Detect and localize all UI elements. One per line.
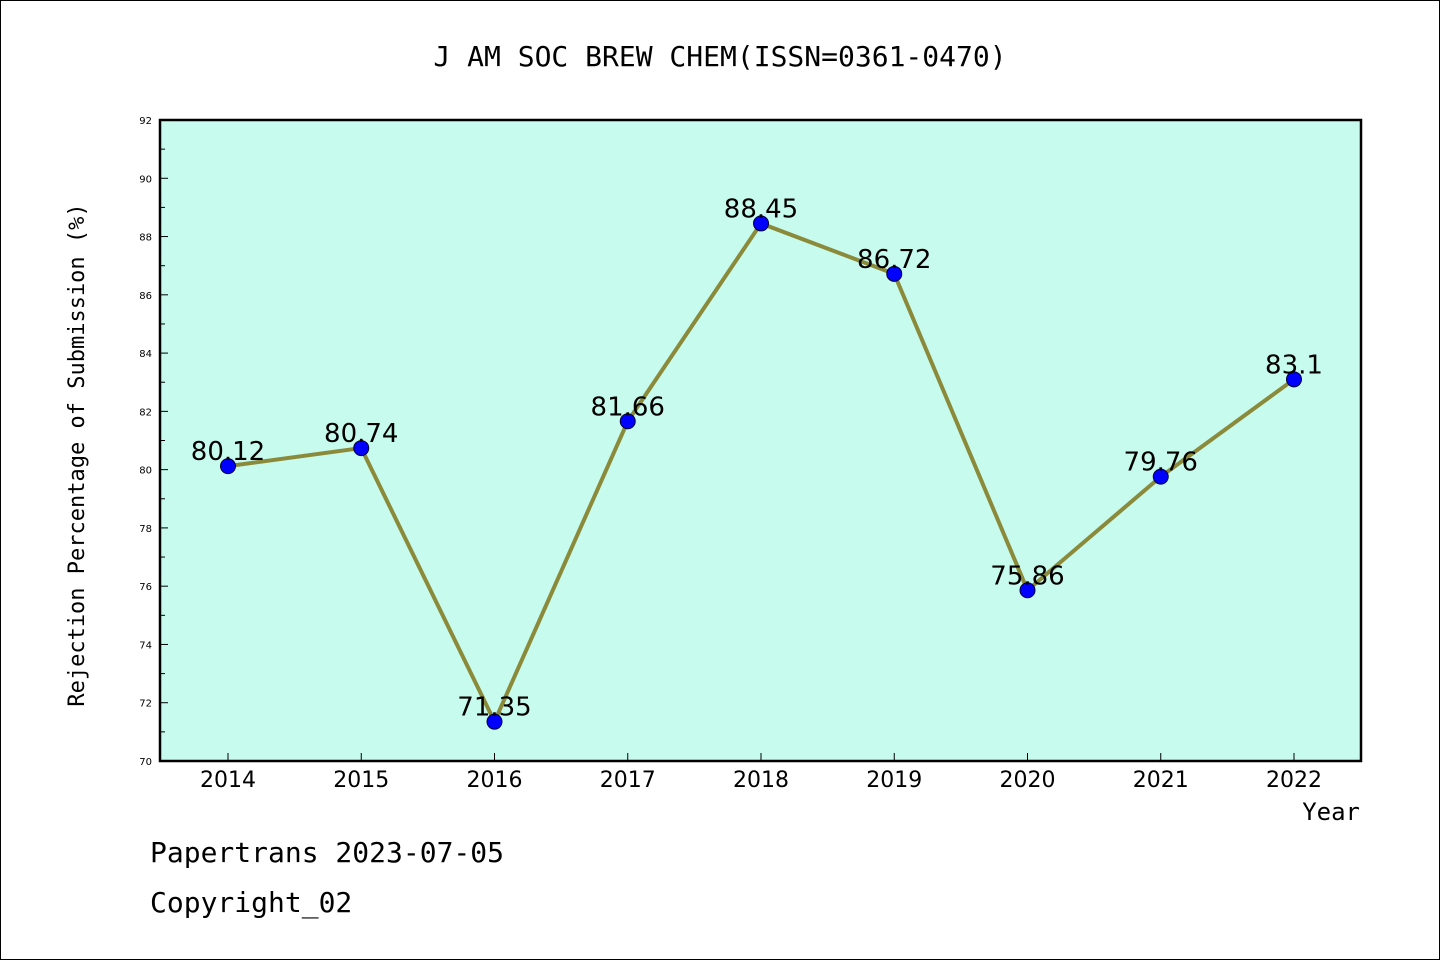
data-label: 79.76 xyxy=(1124,448,1198,478)
data-point xyxy=(619,413,636,430)
data-point xyxy=(353,440,370,457)
data-point xyxy=(753,215,769,232)
y-tick-label: 70 xyxy=(139,757,152,768)
data-label: 88.45 xyxy=(724,194,798,224)
footer-date: Papertrans 2023-07-05 xyxy=(150,836,505,869)
x-tick-label: 2018 xyxy=(733,768,789,793)
x-tick-label: 2022 xyxy=(1266,768,1322,793)
x-tick-label: 2021 xyxy=(1133,768,1189,793)
data-point xyxy=(486,713,503,730)
y-tick-label: 76 xyxy=(139,582,152,593)
x-tick-label: 2019 xyxy=(866,768,922,793)
data-labels: 80.12 80.74 71.35 81.66 88.45 86.72 75.86 79.76… xyxy=(191,194,1323,722)
data-markers xyxy=(220,215,1302,730)
data-label: 75.86 xyxy=(990,561,1064,591)
data-point xyxy=(1019,582,1036,599)
x-axis-label: Year xyxy=(1302,798,1360,826)
y-tick-label: 88 xyxy=(139,233,152,244)
x-tick-label: 2016 xyxy=(467,768,523,793)
data-point xyxy=(1152,468,1169,485)
x-tick-label: 2015 xyxy=(333,768,389,793)
y-tick-label: 84 xyxy=(139,349,152,360)
data-point xyxy=(1286,371,1302,388)
y-tick-label: 74 xyxy=(139,640,152,651)
y-tick-label: 80 xyxy=(139,466,152,477)
x-axis: 2014 2015 2016 2017 2018 2019 2020 2021 2022 xyxy=(200,753,1322,793)
x-tick-label: 2020 xyxy=(1000,768,1056,793)
y-axis: 70 72 74 76 78 80 82 84 86 88 90 92 xyxy=(139,116,168,768)
footer-copyright: Copyright_02 xyxy=(150,886,353,919)
y-axis-label: Rejection Percentage of Submission (%) xyxy=(65,203,90,706)
chart-title: J AM SOC BREW CHEM(ISSN=0361-0470) xyxy=(433,40,1006,73)
data-point xyxy=(220,458,236,475)
y-tick-label: 86 xyxy=(139,291,152,302)
data-label: 83.1 xyxy=(1265,350,1323,380)
y-tick-label: 82 xyxy=(139,407,152,418)
data-label: 81.66 xyxy=(591,392,665,422)
y-tick-label: 92 xyxy=(139,116,152,127)
y-tick-label: 72 xyxy=(139,699,152,710)
data-label: 86.72 xyxy=(857,245,931,275)
data-point xyxy=(886,265,903,282)
x-tick-label: 2017 xyxy=(600,768,656,793)
data-label: 80.12 xyxy=(191,437,265,467)
data-label: 71.35 xyxy=(457,693,531,723)
y-tick-label: 78 xyxy=(139,524,152,535)
y-tick-label: 90 xyxy=(139,174,152,185)
x-tick-label: 2014 xyxy=(200,768,256,793)
data-label: 80.74 xyxy=(324,419,398,449)
